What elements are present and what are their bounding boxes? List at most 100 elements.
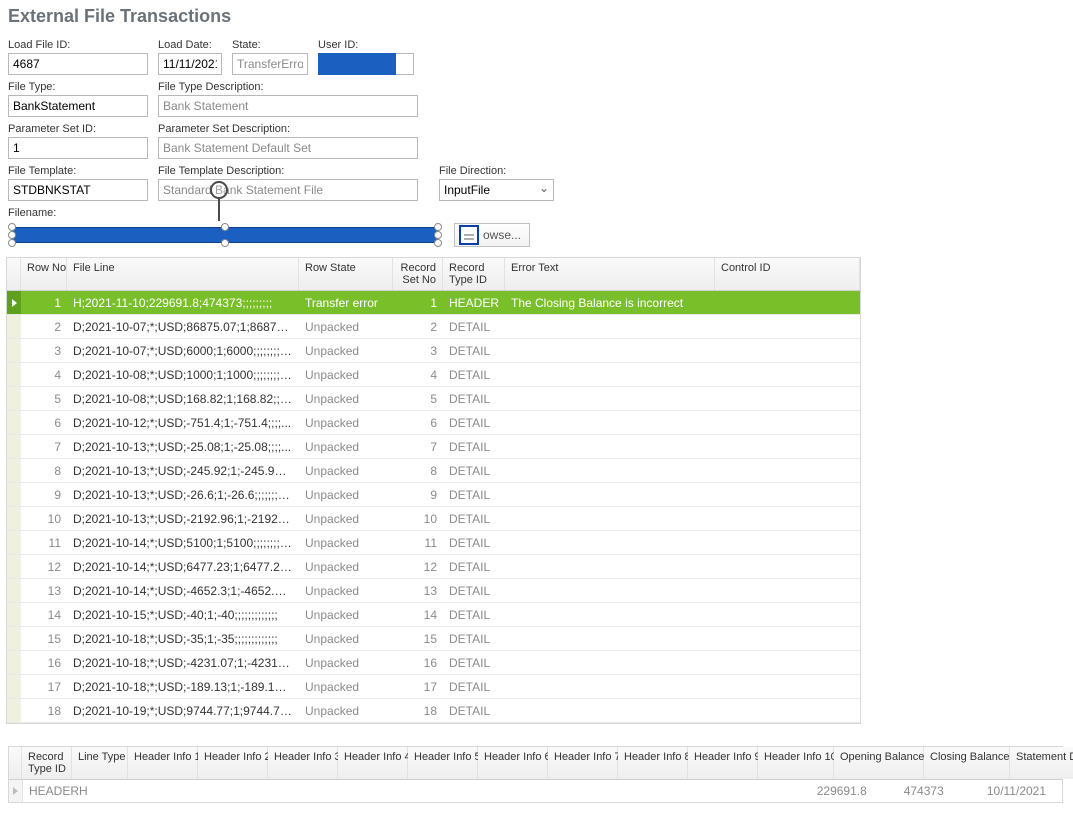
col2-hi1[interactable]: Header Info 1 <box>128 747 198 779</box>
table-row[interactable]: 13D;2021-10-14;*;USD;-4652.3;1;-4652.3;;… <box>7 579 860 603</box>
cell-file-line: D;2021-10-13;*;USD;-245.92;1;-245.92;;;;… <box>67 464 299 478</box>
cell-row-no: 8 <box>21 464 67 478</box>
cell-record-type-id: DETAIL <box>443 536 505 550</box>
cell-record-set-no: 5 <box>393 392 443 406</box>
col-record-type-id[interactable]: RecordType ID <box>443 258 505 290</box>
table-row[interactable]: 15D;2021-10-18;*;USD;-35;1;-35;;;;;;;;;;… <box>7 627 860 651</box>
col2-closing[interactable]: Closing Balance <box>924 747 1010 779</box>
cell-row-state: Unpacked <box>299 416 393 430</box>
table-row[interactable]: 9D;2021-10-13;*;USD;-26.6;1;-26.6;;;;;;;… <box>7 483 860 507</box>
col2-record-type-id[interactable]: RecordType ID <box>22 747 72 779</box>
cell-record-type-id: DETAIL <box>443 344 505 358</box>
col2-hi5[interactable]: Header Info 5 <box>408 747 478 779</box>
cell-record-type-id: DETAIL <box>443 680 505 694</box>
cell-row-no: 14 <box>21 608 67 622</box>
col-file-line[interactable]: File Line <box>67 258 299 290</box>
detail-grid-header: RecordType ID Line Type Header Info 1 He… <box>9 747 1062 780</box>
file-template-input[interactable] <box>8 179 148 201</box>
cell-record-set-no: 14 <box>393 608 443 622</box>
param-set-id-input[interactable] <box>8 137 148 159</box>
cell-record-set-no: 4 <box>393 368 443 382</box>
col-row-state[interactable]: Row State <box>299 258 393 290</box>
file-type-input[interactable] <box>8 95 148 117</box>
filename-label: Filename: <box>8 207 1065 219</box>
cell-record-set-no: 18 <box>393 704 443 718</box>
cell-record-set-no: 6 <box>393 416 443 430</box>
col2-hi7[interactable]: Header Info 7 <box>548 747 618 779</box>
cell-file-line: D;2021-10-14;*;USD;6477.23;1;6477.23;;..… <box>67 560 299 574</box>
cell-row-state: Unpacked <box>299 392 393 406</box>
col2-line-type[interactable]: Line Type <box>72 747 128 779</box>
table-row[interactable]: 16D;2021-10-18;*;USD;-4231.07;1;-4231.0.… <box>7 651 860 675</box>
col2-opening[interactable]: Opening Balance <box>834 747 924 779</box>
load-file-id-input[interactable] <box>8 53 148 75</box>
cell-file-line: D;2021-10-18;*;USD;-4231.07;1;-4231.0... <box>67 656 299 670</box>
table-row[interactable]: 3D;2021-10-07;*;USD;6000;1;6000;;;;;;;;;… <box>7 339 860 363</box>
file-direction-label: File Direction: <box>439 165 554 177</box>
cell-record-set-no: 11 <box>393 536 443 550</box>
user-id-input[interactable] <box>318 53 414 75</box>
cell-record-type-id: DETAIL <box>443 392 505 406</box>
table-row[interactable]: 11 D;2021-10-14;*;USD;5100;1;5100;;;;;;;;… <box>7 531 860 555</box>
col2-hi6[interactable]: Header Info 6 <box>478 747 548 779</box>
cell-record-type-id: DETAIL <box>443 416 505 430</box>
row-indicator-icon <box>7 699 21 722</box>
col2-hi10[interactable]: Header Info 10 <box>758 747 834 779</box>
cell-file-line: D;2021-10-12;*;USD;-751.4;1;-751.4;;;;..… <box>67 416 299 430</box>
col2-hi4[interactable]: Header Info 4 <box>338 747 408 779</box>
file-template-label: File Template: <box>8 165 148 177</box>
col-error-text[interactable]: Error Text <box>505 258 715 290</box>
cell-row-state: Unpacked <box>299 632 393 646</box>
cell-file-line: D;2021-10-13;*;USD;-25.08;1;-25.08;;;;..… <box>67 440 299 454</box>
table-row[interactable]: 17D;2021-10-18;*;USD;-189.13;1;-189.13;;… <box>7 675 860 699</box>
table-row[interactable]: 2 D;2021-10-07;*;USD;86875.07;1;86875....… <box>7 315 860 339</box>
cell-file-line: D;2021-10-08;*;USD;168.82;1;168.82;;;;..… <box>67 392 299 406</box>
col2-hi9[interactable]: Header Info 9 <box>688 747 758 779</box>
selection-handle-icon <box>434 223 442 231</box>
detail-grid[interactable]: RecordType ID Line Type Header Info 1 He… <box>8 746 1063 803</box>
col2-hi2[interactable]: Header Info 2 <box>198 747 268 779</box>
cell-row-state: Unpacked <box>299 344 393 358</box>
table-row[interactable]: 10D;2021-10-13;*;USD;-2192.96;1;-2192.9.… <box>7 507 860 531</box>
row-indicator-icon <box>7 339 21 362</box>
file-direction-select[interactable]: InputFile <box>439 179 554 201</box>
col-record-set-no[interactable]: RecordSet No <box>393 258 443 290</box>
cell-record-set-no: 12 <box>393 560 443 574</box>
table-row[interactable]: 1H;2021-11-10;229691.8;474373;;;;;;;;;Tr… <box>7 291 860 315</box>
cell-record-set-no: 2 <box>393 320 443 334</box>
table-row[interactable]: 5 D;2021-10-08;*;USD;168.82;1;168.82;;;;.… <box>7 387 860 411</box>
file-type-label: File Type: <box>8 81 148 93</box>
cell-file-line: D;2021-10-14;*;USD;5100;1;5100;;;;;;;;;;… <box>67 536 299 550</box>
cell-record-type-id: DETAIL <box>443 656 505 670</box>
table-row[interactable]: 14D;2021-10-15;*;USD;-40;1;-40;;;;;;;;;;… <box>7 603 860 627</box>
col2-stmt-date[interactable]: Statement Date <box>1010 747 1073 779</box>
cell-row-no: 6 <box>21 416 67 430</box>
file-type-desc-input <box>158 95 418 117</box>
cell-file-line: D;2021-10-07;*;USD;6000;1;6000;;;;;;;;;;… <box>67 344 299 358</box>
cell-file-line: D;2021-10-07;*;USD;86875.07;1;86875.... <box>67 320 299 334</box>
page-title: External File Transactions <box>8 6 1065 27</box>
cell-row-no: 12 <box>21 560 67 574</box>
table-row[interactable]: 12D;2021-10-14;*;USD;6477.23;1;6477.23;;… <box>7 555 860 579</box>
transactions-grid[interactable]: Row No File Line Row State RecordSet No … <box>6 257 861 724</box>
cell-row-state: Unpacked <box>299 440 393 454</box>
cell-row-state: Unpacked <box>299 488 393 502</box>
detail-grid-row[interactable]: HEADER H 229691.8 474373 10/11/2021 <box>9 780 1062 802</box>
cell-file-line: D;2021-10-19;*;USD;9744.77;1;9744.77;;..… <box>67 704 299 718</box>
cell-row-no: 1 <box>21 296 67 310</box>
col2-hi3[interactable]: Header Info 3 <box>268 747 338 779</box>
table-row[interactable]: 6D;2021-10-12;*;USD;-751.4;1;-751.4;;;;.… <box>7 411 860 435</box>
table-row[interactable]: 4D;2021-10-08;*;USD;1000;1;1000;;;;;;;;;… <box>7 363 860 387</box>
col-control-id[interactable]: Control ID <box>715 258 860 290</box>
load-date-input[interactable] <box>158 53 222 75</box>
table-row[interactable]: 7D;2021-10-13;*;USD;-25.08;1;-25.08;;;;.… <box>7 435 860 459</box>
row-indicator-icon <box>7 459 21 482</box>
table-row[interactable]: 8D;2021-10-13;*;USD;-245.92;1;-245.92;;;… <box>7 459 860 483</box>
col2-hi8[interactable]: Header Info 8 <box>618 747 688 779</box>
selection-handle-icon <box>8 223 16 231</box>
filename-input[interactable] <box>8 223 442 247</box>
row-indicator-icon <box>7 651 21 674</box>
browse-button[interactable]: owse... <box>454 223 530 247</box>
table-row[interactable]: 18 D;2021-10-19;*;USD;9744.77;1;9744.77;;… <box>7 699 860 723</box>
col-row-no[interactable]: Row No <box>21 258 67 290</box>
